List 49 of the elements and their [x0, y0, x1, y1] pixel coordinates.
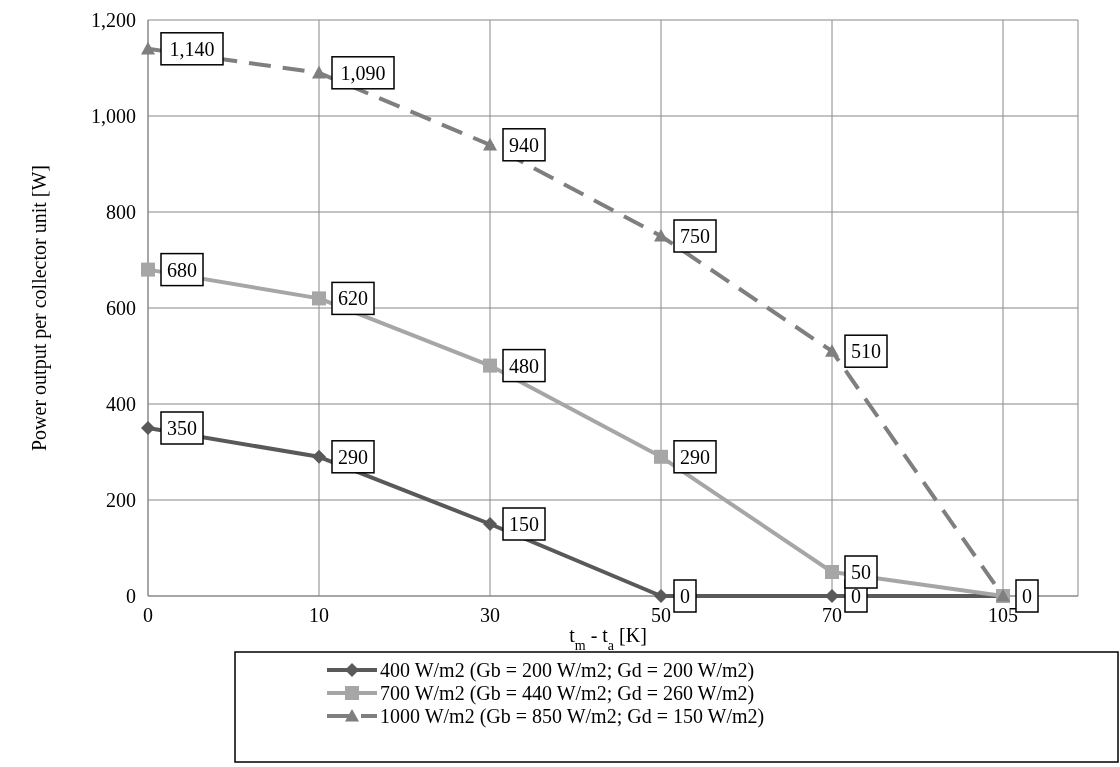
y-tick-label: 1,200 [91, 9, 136, 31]
data-label: 0 [680, 585, 690, 607]
data-label: 620 [338, 287, 368, 310]
data-label: 0 [1022, 585, 1032, 607]
data-label: 480 [509, 354, 539, 377]
point [825, 589, 839, 603]
point [483, 358, 497, 373]
point [141, 262, 155, 277]
x-tick-label: 70 [822, 604, 842, 626]
data-label: 750 [680, 225, 710, 247]
y-tick-label: 1,000 [91, 105, 136, 127]
legend-label: 700 W/m2 (Gb = 440 W/m2; Gd = 260 W/m2) [380, 682, 755, 705]
data-label: 350 [167, 417, 197, 439]
x-axis-title: t$_{m}$ - t$_{a}$ [K] [569, 624, 647, 653]
y-tick-label: 800 [106, 201, 136, 223]
data-label: 940 [509, 133, 539, 156]
data-label: 680 [167, 258, 197, 281]
y-tick-label: 400 [106, 393, 136, 415]
point [654, 229, 668, 242]
data-label: 50 [851, 561, 871, 583]
point [825, 344, 839, 357]
point [312, 449, 326, 464]
data-label: 510 [851, 340, 881, 363]
legend-label: 1000 W/m2 (Gb = 850 W/m2; Gd = 150 W/m2) [380, 705, 765, 728]
x-tick-label: 30 [480, 604, 500, 626]
point [483, 517, 497, 531]
point [312, 65, 326, 79]
point [825, 565, 839, 579]
data-label: 1,090 [340, 61, 386, 84]
point [141, 41, 155, 55]
point [654, 449, 668, 464]
y-axis-title: Power output per collector unit [W] [28, 164, 51, 452]
point [312, 291, 326, 306]
x-tick-label: 10 [309, 604, 329, 626]
y-tick-label: 0 [126, 585, 136, 607]
legend-label: 400 W/m2 (Gb = 200 W/m2; Gd = 200 W/m2) [380, 659, 755, 682]
data-label: 150 [509, 513, 539, 535]
point [483, 137, 497, 151]
point [141, 421, 155, 435]
data-label: 290 [680, 445, 710, 468]
x-tick-label: 50 [651, 604, 671, 626]
data-label: 0 [851, 585, 861, 607]
y-tick-label: 200 [106, 489, 136, 511]
x-tick-label: 0 [143, 604, 153, 626]
y-tick-label: 600 [106, 297, 136, 319]
x-tick-label: 105 [988, 604, 1018, 626]
data-label: 1,140 [169, 37, 215, 60]
point [654, 589, 668, 603]
data-label: 290 [338, 445, 368, 468]
